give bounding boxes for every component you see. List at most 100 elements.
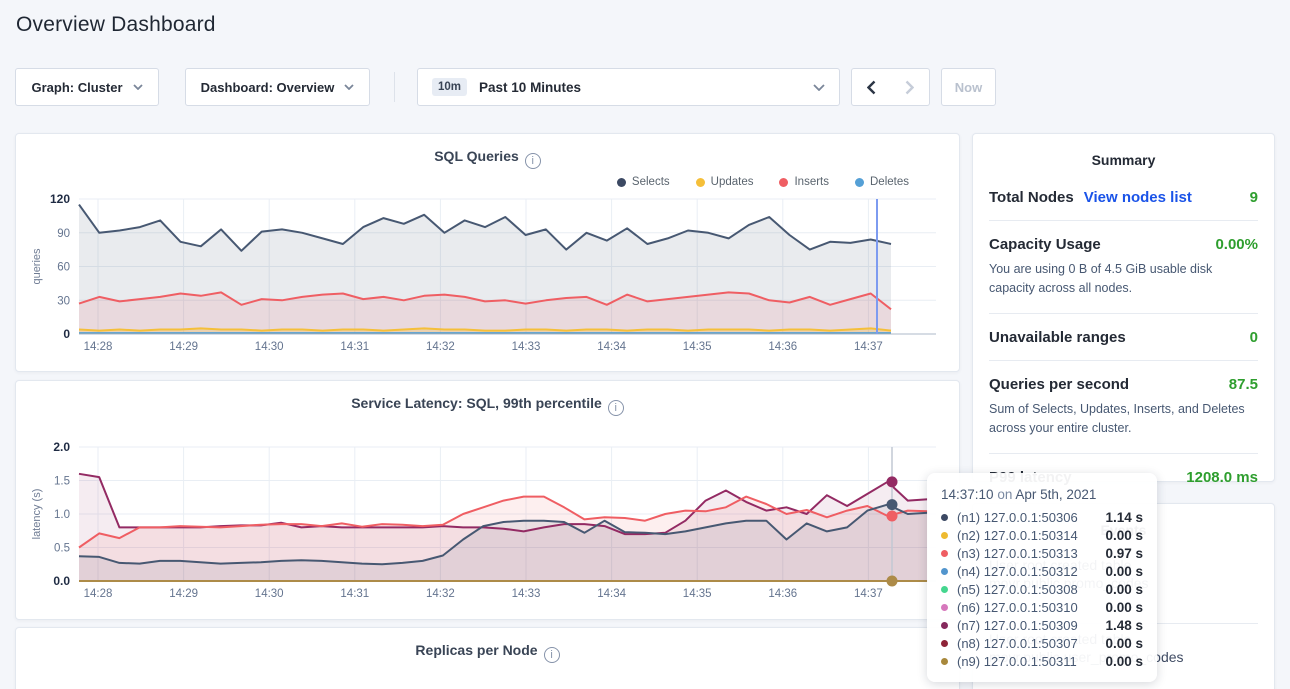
- node-address: (n3) 127.0.0.1:50313: [957, 546, 1078, 561]
- view-nodes-list-link[interactable]: View nodes list: [1084, 189, 1192, 206]
- node-address: (n4) 127.0.0.1:50312: [957, 564, 1078, 579]
- summary-value: 87.5: [1229, 376, 1258, 393]
- summary-row: Total Nodes View nodes list 9: [989, 174, 1258, 221]
- summary-title: Summary: [973, 134, 1274, 168]
- node-color-dot-icon: [941, 514, 948, 521]
- time-next-button: [890, 68, 930, 106]
- svg-text:14:28: 14:28: [84, 341, 113, 353]
- svg-text:14:34: 14:34: [597, 588, 626, 600]
- tooltip-node-row: (n7) 127.0.0.1:50309 1.48 s: [941, 616, 1143, 634]
- summary-panel: Summary Total Nodes View nodes list 9 Capac…: [972, 133, 1275, 482]
- node-address: (n6) 127.0.0.1:50310: [957, 600, 1078, 615]
- svg-text:90: 90: [57, 228, 70, 240]
- svg-text:2.0: 2.0: [53, 440, 70, 454]
- svg-text:0: 0: [63, 327, 70, 341]
- svg-text:0.0: 0.0: [53, 574, 70, 588]
- svg-text:14:35: 14:35: [683, 341, 712, 353]
- node-color-dot-icon: [941, 532, 948, 539]
- svg-text:latency (s): latency (s): [31, 489, 43, 540]
- node-color-dot-icon: [941, 622, 948, 629]
- svg-text:14:28: 14:28: [84, 588, 113, 600]
- node-address: (n8) 127.0.0.1:50307: [957, 636, 1078, 651]
- summary-row: Unavailable ranges0: [989, 314, 1258, 361]
- node-address: (n1) 127.0.0.1:50306: [957, 510, 1078, 525]
- svg-text:14:29: 14:29: [169, 588, 198, 600]
- svg-text:60: 60: [57, 262, 70, 274]
- graph-dropdown[interactable]: Graph: Cluster: [15, 68, 159, 106]
- chevron-right-icon: [905, 80, 914, 95]
- svg-text:14:36: 14:36: [768, 588, 797, 600]
- chevron-left-icon: [867, 80, 876, 95]
- chevron-down-icon: [813, 84, 825, 91]
- time-range-badge: 10m: [432, 78, 467, 96]
- chevron-down-icon: [133, 84, 143, 90]
- node-color-dot-icon: [941, 568, 948, 575]
- replicas-per-node-title: Replicas per Nodei: [16, 642, 959, 663]
- svg-text:14:37: 14:37: [854, 588, 883, 600]
- time-range-dropdown[interactable]: 10m Past 10 Minutes: [417, 68, 840, 106]
- svg-text:1.0: 1.0: [54, 509, 70, 521]
- node-latency-value: 0.97 s: [1105, 546, 1143, 561]
- summary-value: 0.00%: [1215, 236, 1258, 253]
- svg-text:14:36: 14:36: [768, 341, 797, 353]
- node-color-dot-icon: [941, 550, 948, 557]
- dashboard-dropdown[interactable]: Dashboard: Overview: [185, 68, 370, 106]
- node-color-dot-icon: [941, 658, 948, 665]
- node-address: (n7) 127.0.0.1:50309: [957, 618, 1078, 633]
- summary-label: Queries per second: [989, 376, 1129, 393]
- graph-dropdown-label: Graph: Cluster: [31, 80, 122, 95]
- node-latency-value: 0.00 s: [1105, 654, 1143, 669]
- tooltip-node-row: (n9) 127.0.0.1:50311 0.00 s: [941, 652, 1143, 670]
- chevron-down-icon: [344, 84, 354, 90]
- svg-text:14:32: 14:32: [426, 341, 455, 353]
- tooltip-node-row: (n1) 127.0.0.1:50306 1.14 s: [941, 508, 1143, 526]
- tooltip-timestamp: 14:37:10 on Apr 5th, 2021: [941, 487, 1143, 502]
- tooltip-node-row: (n2) 127.0.0.1:503140.00 s: [941, 526, 1143, 544]
- svg-text:queries: queries: [31, 248, 43, 285]
- dashboard-dropdown-label: Dashboard: Overview: [201, 80, 335, 95]
- node-address: (n2) 127.0.0.1:50314: [957, 528, 1078, 543]
- summary-row: Queries per second 87.5 Sum of Selects, Up…: [989, 361, 1258, 454]
- node-latency-value: 0.00 s: [1105, 564, 1143, 579]
- now-button: Now: [941, 68, 996, 106]
- node-address: (n5) 127.0.0.1:50308: [957, 582, 1078, 597]
- svg-text:14:37: 14:37: [854, 341, 883, 353]
- node-address: (n9) 127.0.0.1:50311: [957, 654, 1077, 669]
- node-latency-value: 1.48 s: [1105, 618, 1143, 633]
- svg-text:120: 120: [50, 192, 70, 206]
- svg-text:14:29: 14:29: [169, 341, 198, 353]
- service-latency-card: Service Latency: SQL, 99th percentilei 0…: [15, 380, 960, 620]
- svg-text:0.5: 0.5: [54, 543, 70, 555]
- node-color-dot-icon: [941, 586, 948, 593]
- summary-label: Total Nodes: [989, 189, 1074, 206]
- time-prev-button[interactable]: [851, 68, 891, 106]
- page-title: Overview Dashboard: [16, 13, 216, 37]
- node-latency-value: 0.00 s: [1105, 600, 1143, 615]
- summary-value: 9: [1250, 189, 1258, 206]
- summary-description: Sum of Selects, Updates, Inserts, and De…: [989, 400, 1258, 439]
- time-range-label: Past 10 Minutes: [479, 80, 581, 95]
- replicas-per-node-card: Replicas per Nodei: [15, 627, 960, 689]
- summary-value: 1208.0 ms: [1186, 469, 1258, 486]
- svg-text:1.5: 1.5: [54, 476, 70, 488]
- sql-queries-card: SQL Queriesi SelectsUpdatesInsertsDelete…: [15, 133, 960, 372]
- svg-text:14:34: 14:34: [597, 341, 626, 353]
- latency-hover-tooltip: 14:37:10 on Apr 5th, 2021 (n1) 127.0.0.1…: [927, 473, 1157, 682]
- node-latency-value: 1.14 s: [1105, 510, 1143, 525]
- node-color-dot-icon: [941, 604, 948, 611]
- info-icon[interactable]: i: [544, 647, 560, 663]
- svg-text:14:30: 14:30: [255, 341, 284, 353]
- svg-text:14:30: 14:30: [255, 588, 284, 600]
- svg-text:30: 30: [57, 295, 70, 307]
- svg-text:14:35: 14:35: [683, 588, 712, 600]
- controls-divider: [394, 72, 395, 102]
- summary-label: Unavailable ranges: [989, 329, 1126, 346]
- tooltip-node-row: (n3) 127.0.0.1:50313 0.97 s: [941, 544, 1143, 562]
- svg-text:14:31: 14:31: [340, 341, 369, 353]
- tooltip-node-row: (n6) 127.0.0.1:50310 0.00 s: [941, 598, 1143, 616]
- svg-text:14:31: 14:31: [340, 588, 369, 600]
- svg-text:14:33: 14:33: [512, 341, 541, 353]
- node-latency-value: 0.00 s: [1105, 582, 1143, 597]
- node-color-dot-icon: [941, 640, 948, 647]
- summary-label: Capacity Usage: [989, 236, 1101, 253]
